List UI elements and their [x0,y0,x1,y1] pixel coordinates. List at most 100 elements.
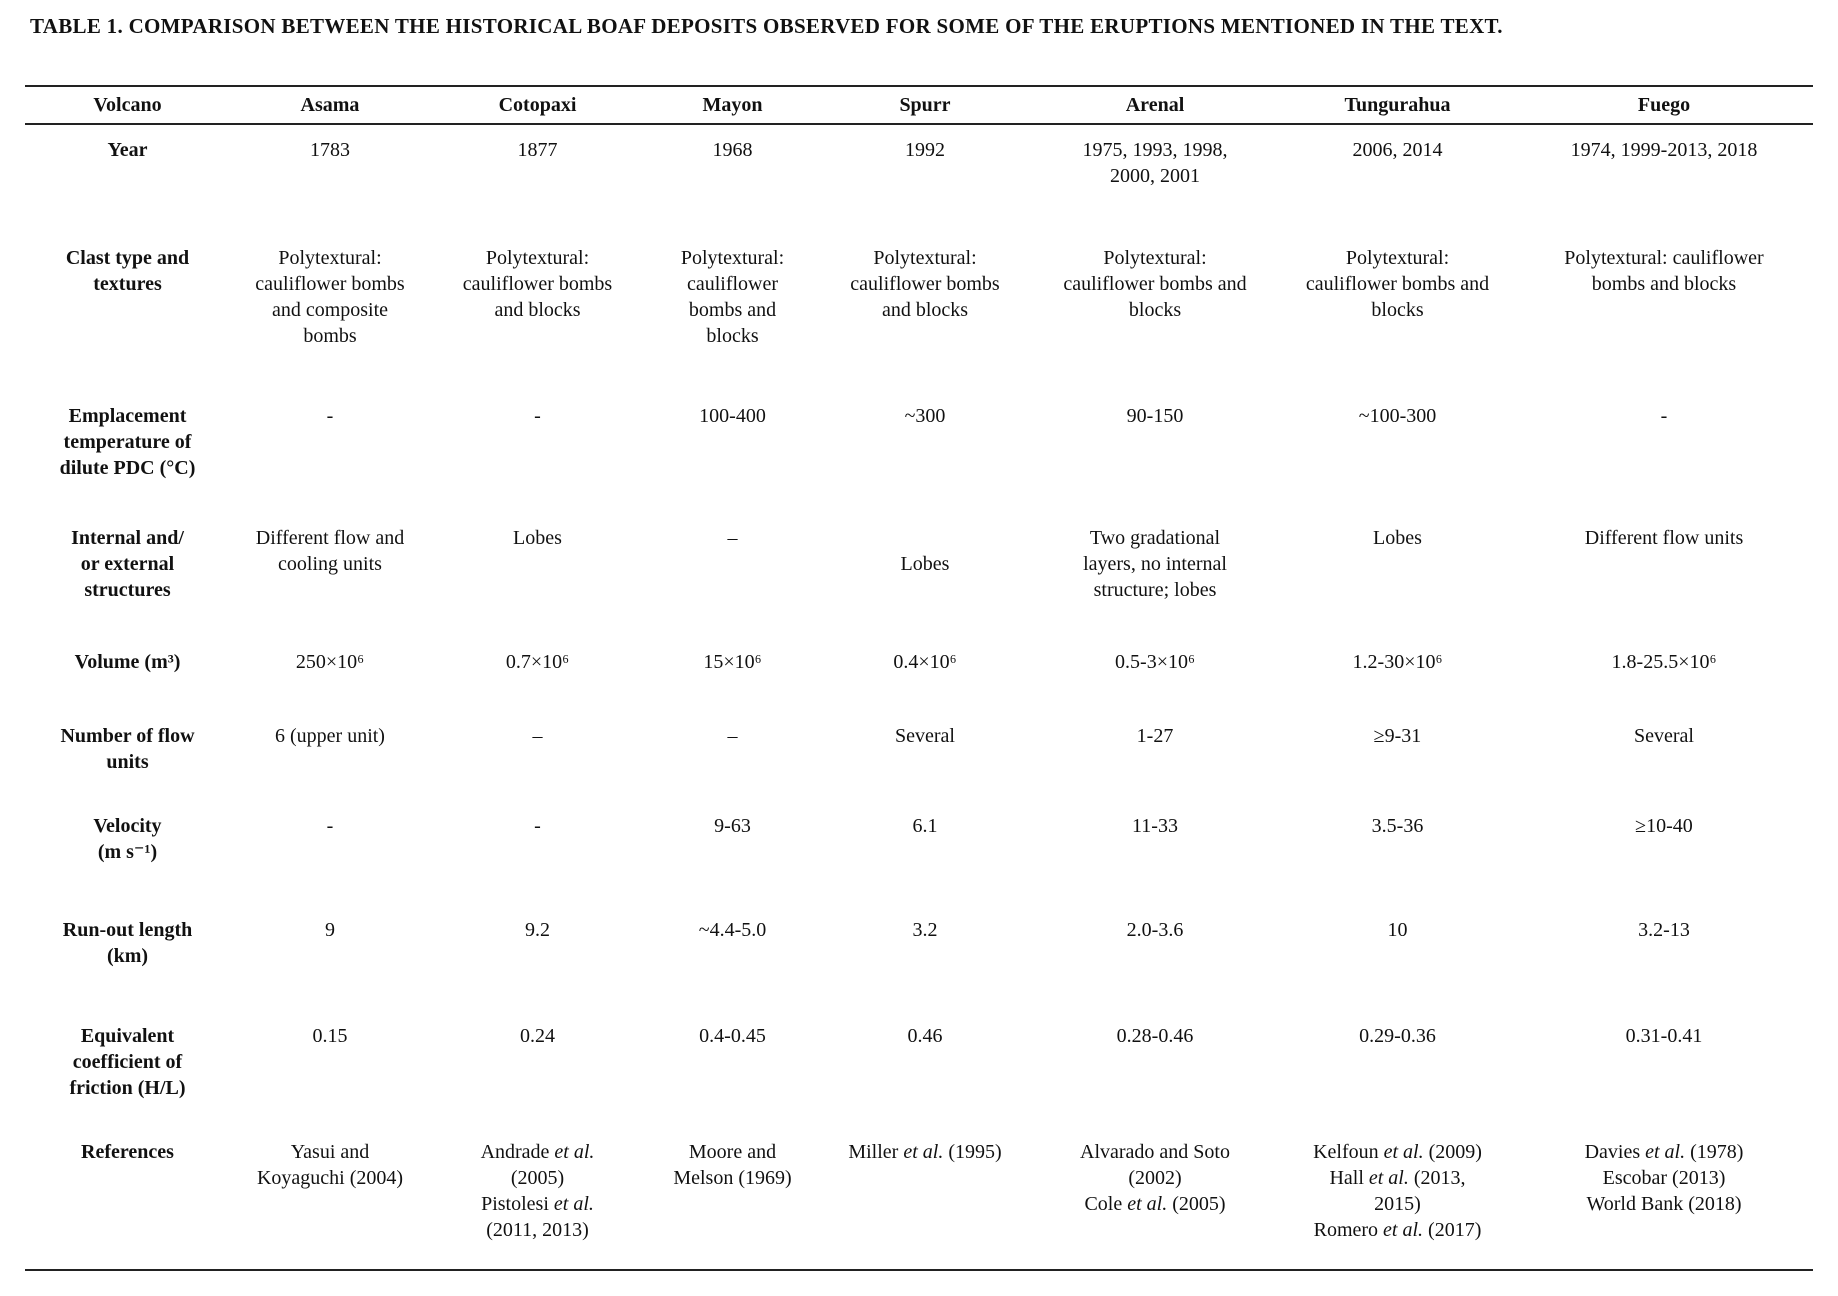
table-cell: Kelfoun et al. (2009) Hall et al. (2013,… [1313,1141,1482,1241]
table-cell: 1-27 [1136,725,1174,747]
table-cell: 250×10⁶ [295,651,365,673]
column-header-tungurahua: Tungurahua [1344,94,1451,116]
row-label-clast-type: Clast type and textures [65,247,190,295]
table-cell: 100-400 [699,405,766,427]
table-cell: Davies et al. (1978) Escobar (2013) Worl… [1584,1141,1744,1215]
table-cell: Moore and Melson (1969) [673,1141,792,1189]
table-row-year: Year 1783 1877 1968 1992 1975, 1993, 199… [25,124,1813,233]
table-cell: Polytextural: cauliflower bombs and bloc… [1305,247,1490,321]
table-cell: 1968 [712,139,753,161]
row-label-references: References [81,1141,174,1163]
table-cell: Two gradational layers, no internal stru… [1083,527,1227,601]
table-row-references: References Yasui and Koyaguchi (2004) An… [25,1127,1813,1270]
table-cell: – [532,725,543,747]
table-cell: Lobes [1373,527,1422,549]
table-cell: 11-33 [1132,815,1178,837]
table-cell: 0.46 [907,1025,943,1047]
table-cell: Different flow units [1584,527,1744,549]
table-cell: 0.24 [520,1025,555,1047]
table-cell: Lobes [900,553,950,575]
table-cell: 3.5-36 [1371,815,1424,837]
table-cell: Yasui and Koyaguchi (2004) [256,1141,404,1189]
table-cell: 2006, 2014 [1352,139,1443,161]
table-cell: 3.2-13 [1638,919,1690,941]
table-cell: 90-150 [1126,405,1184,427]
table-row-structures: Internal and/ or external structures Dif… [25,513,1813,637]
table-cell: ~4.4-5.0 [698,919,767,941]
row-label-velocity: Velocity (m s⁻¹) [93,815,162,863]
table-row-flow-units: Number of flow units 6 (upper unit) – – … [25,711,1813,801]
table-cell: - [326,405,334,427]
table-row-volume: Volume (m³) 250×10⁶ 0.7×10⁶ 15×10⁶ 0.4×1… [25,637,1813,711]
table-cell: - [534,815,541,837]
table-cell: ~300 [904,405,946,427]
table-cell: Polytextural: cauliflower bombs and bloc… [1564,247,1764,295]
table-cell: Polytextural: cauliflower bombs and comp… [255,247,405,347]
table-cell: - [534,405,541,427]
row-label-structures: Internal and/ or external structures [71,527,184,601]
table-row-friction-coefficient: Equivalent coefficient of friction (H/L)… [25,1011,1813,1127]
comparison-table: Volcano Asama Cotopaxi Mayon Spurr Arena… [25,85,1813,1271]
table-cell: 10 [1387,919,1408,941]
table-row-runout-length: Run-out length (km) 9 9.2 ~4.4-5.0 3.2 2… [25,905,1813,1011]
table-cell: 0.4×10⁶ [893,651,957,673]
table-cell: Several [1634,725,1694,747]
row-label-emplacement-temperature: Emplacement temperature of dilute PDC (°… [59,405,196,479]
table-title: TABLE 1. COMPARISON BETWEEN THE HISTORIC… [30,14,1503,38]
column-header-arenal: Arenal [1125,94,1185,116]
table-cell: Andrade et al. (2005) Pistolesi et al. (… [480,1141,595,1241]
table-cell: 1.8-25.5×10⁶ [1611,651,1717,673]
table-cell: 1.2-30×10⁶ [1352,651,1443,673]
table-cell: Lobes [513,527,562,549]
table-cell: 0.31-0.41 [1625,1025,1703,1047]
row-label-volume: Volume (m³) [74,651,181,673]
table-cell: ~100-300 [1358,405,1437,427]
table-cell: 6.1 [912,815,938,837]
table-cell: 6 (upper unit) [275,725,385,747]
row-label-flow-units: Number of flow units [60,725,195,773]
table-cell: – [727,725,738,747]
column-header-cotopaxi: Cotopaxi [498,94,577,116]
table-cell: 9.2 [525,919,550,941]
table-cell: Polytextural: cauliflower bombs and bloc… [850,247,1000,321]
table-cell: Polytextural: cauliflower bombs and bloc… [462,247,613,321]
table-cell: Several [895,725,955,747]
table-cell: 15×10⁶ [703,651,762,673]
table-cell: 0.4-0.45 [699,1025,766,1047]
table-cell: 1975, 1993, 1998, 2000, 2001 [1082,139,1228,187]
table-cell: Polytextural: cauliflower bombs and bloc… [680,247,785,347]
table-cell: 0.15 [312,1025,348,1047]
table-cell: 0.5-3×10⁶ [1115,651,1195,673]
column-header-asama: Asama [300,94,360,116]
table-cell: – [727,527,738,549]
column-header-fuego: Fuego [1637,94,1691,116]
table-cell: 2.0-3.6 [1126,919,1184,941]
table-cell: - [1660,405,1668,427]
table-cell: 0.29-0.36 [1359,1025,1436,1047]
table-cell: 1974, 1999-2013, 2018 [1570,139,1758,161]
table-cell: 9-63 [714,815,751,837]
table-row-clast-type: Clast type and textures Polytextural: ca… [25,233,1813,391]
column-header-spurr: Spurr [899,94,951,116]
table-cell: 1783 [310,139,350,161]
column-header-volcano: Volcano [93,94,162,116]
table-cell: ≥9-31 [1373,725,1422,747]
table-header-row: Volcano Asama Cotopaxi Mayon Spurr Arena… [25,86,1813,124]
column-header-mayon: Mayon [702,94,763,116]
row-label-year: Year [107,139,148,161]
table-cell: ≥10-40 [1635,815,1693,837]
table-cell: 0.7×10⁶ [505,651,570,673]
table-cell: - [326,815,334,837]
table-cell: Polytextural: cauliflower bombs and bloc… [1063,247,1247,321]
table-cell: Different flow and cooling units [255,527,405,575]
table-cell: 1877 [517,139,558,161]
table-cell: 3.2 [912,919,938,941]
table-row-velocity: Velocity (m s⁻¹) - - 9-63 6.1 11-33 3.5-… [25,801,1813,905]
table-cell: 9 [325,919,335,941]
table-cell: Miller et al. (1995) [848,1141,1002,1163]
table-row-emplacement-temperature: Emplacement temperature of dilute PDC (°… [25,391,1813,513]
row-label-friction-coefficient: Equivalent coefficient of friction (H/L) [69,1025,186,1099]
table-cell: 1992 [905,139,945,161]
table-cell: Alvarado and Soto (2002) Cole et al. (20… [1080,1141,1230,1215]
